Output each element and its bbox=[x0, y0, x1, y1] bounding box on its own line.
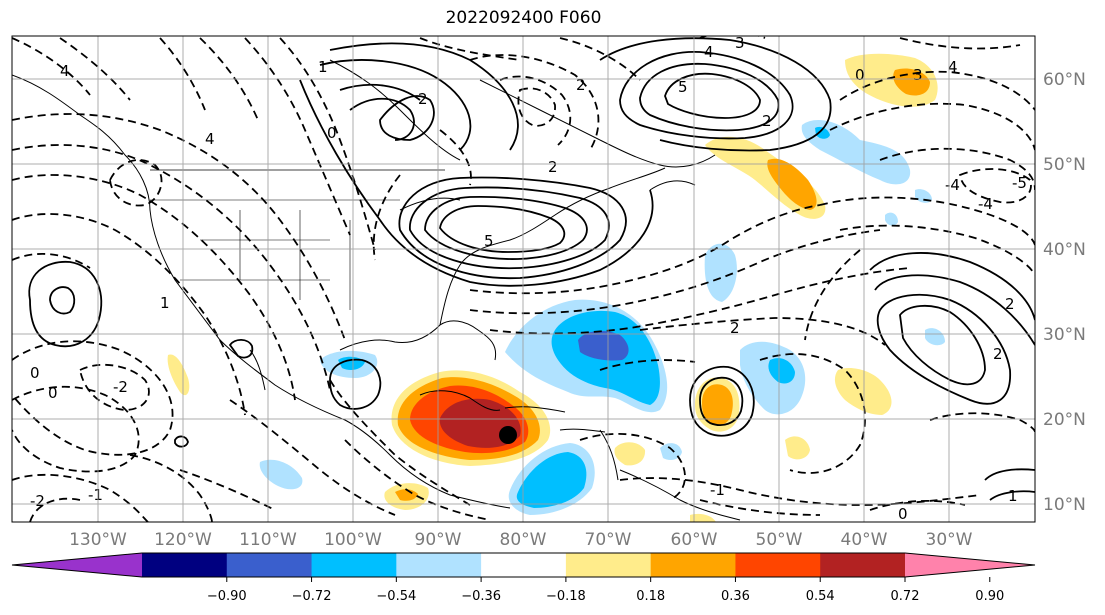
contour-label: -2 bbox=[30, 492, 45, 510]
colorbar-tick-label: 0.36 bbox=[721, 589, 750, 604]
lat-label: 50°N bbox=[1043, 155, 1086, 175]
lon-label: 70°W bbox=[585, 530, 632, 550]
colorbar-extend-high bbox=[905, 553, 1035, 577]
lon-label: 110°W bbox=[239, 530, 297, 550]
colorbar-swatch bbox=[735, 553, 821, 577]
contour-label: 0 bbox=[855, 66, 865, 84]
contour-label: 0 bbox=[327, 124, 337, 142]
lat-label: 40°N bbox=[1043, 240, 1086, 260]
storm-center-marker bbox=[499, 426, 517, 444]
contour-label: 5 bbox=[678, 78, 688, 96]
contour-label: 1 bbox=[1008, 487, 1018, 505]
contour-label: 1 bbox=[318, 58, 328, 76]
colorbar-tick-label: −0.36 bbox=[461, 589, 501, 604]
colorbar-tick-label: −0.54 bbox=[376, 589, 416, 604]
contour-label: 3 bbox=[735, 34, 745, 52]
contour-label: 4 bbox=[704, 43, 714, 61]
lon-label: 80°W bbox=[500, 530, 547, 550]
lat-label: 30°N bbox=[1043, 325, 1086, 345]
contour-label: 1 bbox=[160, 294, 170, 312]
contour-label: 2 bbox=[762, 112, 772, 130]
contour-label: -5 bbox=[1012, 174, 1027, 192]
colorbar-swatch bbox=[396, 553, 482, 577]
lon-label: 130°W bbox=[69, 530, 127, 550]
colorbar-tick-label: 0.72 bbox=[891, 589, 920, 604]
contour-label: 2 bbox=[1005, 295, 1015, 313]
colorbar-swatch bbox=[565, 553, 652, 577]
contour-label: 0 bbox=[48, 384, 58, 402]
colorbar-tick-label: −0.72 bbox=[292, 589, 332, 604]
contour-label: 5 bbox=[484, 232, 494, 250]
contour-label: 4 bbox=[205, 130, 215, 148]
lat-label: 10°N bbox=[1043, 495, 1086, 515]
colorbar-tick-label: 0.18 bbox=[636, 589, 665, 604]
contour-label: 4 bbox=[948, 58, 958, 76]
contour-label: 2 bbox=[576, 76, 586, 94]
contour-label: 3 bbox=[913, 66, 923, 84]
lon-label: 120°W bbox=[154, 530, 212, 550]
colorbar-tick-label: 0.54 bbox=[806, 589, 835, 604]
lat-label: 20°N bbox=[1043, 410, 1086, 430]
contour-label: 2 bbox=[418, 90, 428, 108]
colorbar-swatch bbox=[820, 553, 906, 577]
contour-label: 2 bbox=[993, 345, 1003, 363]
latitude-labels: 60°N 50°N 40°N 30°N 20°N 10°N bbox=[1043, 70, 1086, 515]
map-frame bbox=[11, 35, 1036, 523]
contour-label: 0 bbox=[898, 505, 908, 523]
map-title: 2022092400 F060 bbox=[445, 8, 602, 28]
colorbar-ticks: −0.90 −0.72 −0.54 −0.36 −0.18 0.18 0.36 0.54 0.7… bbox=[207, 577, 1004, 604]
colorbar-swatch bbox=[142, 553, 228, 577]
colorbar-outline bbox=[11, 552, 1036, 578]
contour-label: 2 bbox=[548, 158, 558, 176]
longitude-labels: 130°W 120°W 110°W 100°W 90°W 80°W 70°W 6… bbox=[69, 530, 973, 550]
contour-label: -4 bbox=[945, 176, 960, 194]
colorbar-swatch bbox=[650, 553, 736, 577]
lon-label: 60°W bbox=[671, 530, 718, 550]
contour-label: -1 bbox=[88, 486, 103, 504]
contour-label: 4 bbox=[60, 62, 70, 80]
positive-contours bbox=[28, 37, 1035, 501]
shaded-anomalies bbox=[167, 53, 945, 522]
colorbar-tick-label: −0.18 bbox=[546, 589, 586, 604]
contour-label: -1 bbox=[710, 481, 725, 499]
lon-label: 40°W bbox=[841, 530, 888, 550]
lon-label: 50°W bbox=[756, 530, 803, 550]
lon-label: 100°W bbox=[324, 530, 382, 550]
lon-label: 90°W bbox=[415, 530, 462, 550]
colorbar-tick-label: −0.90 bbox=[207, 589, 247, 604]
lon-label: 30°W bbox=[926, 530, 973, 550]
colorbar-extend-low bbox=[12, 553, 142, 577]
contour-labels: 4 3 4 4 5 2 3 5 0 4 -4 2 2 2 1 0 -2 0 0 … bbox=[30, 34, 1027, 523]
colorbar bbox=[11, 552, 1036, 578]
contour-label: 0 bbox=[30, 364, 40, 382]
lat-label: 60°N bbox=[1043, 70, 1086, 90]
colorbar-swatch bbox=[226, 553, 313, 577]
colorbar-tick-label: 0.90 bbox=[975, 589, 1004, 604]
gridlines bbox=[12, 36, 1035, 522]
colorbar-swatch bbox=[481, 553, 567, 577]
colorbar-swatch bbox=[311, 553, 397, 577]
contour-label: 2 bbox=[730, 319, 740, 337]
contour-label: -2 bbox=[113, 378, 128, 396]
contour-label: -4 bbox=[978, 195, 993, 213]
